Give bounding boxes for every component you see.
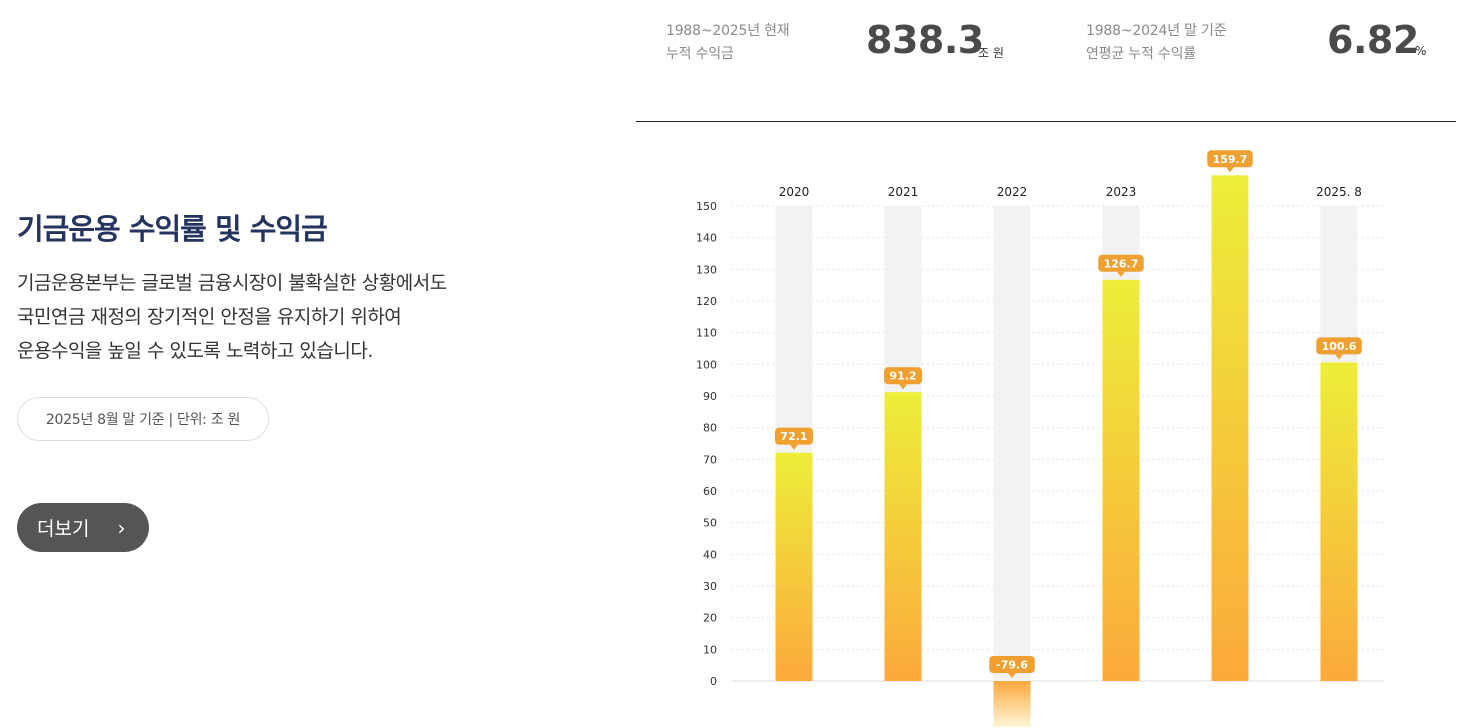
bar xyxy=(993,681,1031,727)
data-label: -79.6 xyxy=(996,659,1028,672)
bar-track xyxy=(993,206,1031,681)
description: 기금운용본부는 글로벌 금융시장이 불확실한 상황에서도 국민연금 재정의 장기… xyxy=(17,266,577,368)
y-tick-label: 100 xyxy=(696,358,717,371)
returns-bar-chart: 0 10 20 30 40 50 60 70 80 90 100 110 120 130 140 150 20… xyxy=(696,150,1384,727)
value-label-bg xyxy=(1098,254,1144,272)
description-line: 국민연금 재정의 장기적인 안정을 유지하기 위하여 xyxy=(17,306,402,328)
x-tick-label: 2021 xyxy=(888,185,919,199)
stat-unit: 조 원 xyxy=(978,46,1004,60)
x-tick-label: 2023 xyxy=(1106,185,1137,199)
y-tick-label: 120 xyxy=(696,295,717,308)
y-tick-label: 150 xyxy=(696,200,717,213)
value-label-pointer xyxy=(899,384,907,390)
value-label-pointer xyxy=(1117,271,1125,277)
data-label: 91.2 xyxy=(889,370,916,383)
stat-label-line: 1988~2024년 말 기준 xyxy=(1086,23,1227,39)
chevron-right-icon: › xyxy=(117,515,126,540)
stat-value: 6.82 xyxy=(1327,18,1419,62)
bar xyxy=(1320,362,1358,681)
value-label-pointer xyxy=(790,444,798,450)
x-tick-label: 2020 xyxy=(779,185,810,199)
bar xyxy=(775,452,813,681)
description-line: 운용수익을 높일 수 있도록 노력하고 있습니다. xyxy=(17,340,373,362)
stat-label: 1988~2024년 말 기준 연평균 누적 수익률 xyxy=(1086,20,1227,66)
value-label-bg xyxy=(1207,150,1253,168)
bar xyxy=(884,392,922,681)
y-tick-label: 40 xyxy=(703,548,717,561)
page-title: 기금운용 수익률 및 수익금 xyxy=(17,212,328,246)
value-label-pointer xyxy=(1008,673,1016,678)
stat-label-line: 누적 수익금 xyxy=(666,46,734,62)
divider xyxy=(636,121,1456,122)
x-tick-label: 2022 xyxy=(997,185,1028,199)
y-tick-label: 50 xyxy=(703,517,717,530)
stat-value: 838.3 xyxy=(866,18,984,62)
y-tick-label: 20 xyxy=(703,612,717,625)
data-label: 126.7 xyxy=(1104,257,1139,270)
y-tick-label: 140 xyxy=(696,232,717,245)
y-tick-label: 90 xyxy=(703,390,717,403)
data-label: 159.7 xyxy=(1213,153,1248,166)
value-label-bg xyxy=(884,367,922,385)
y-tick-label: 70 xyxy=(703,453,717,466)
value-label-pointer xyxy=(1226,167,1234,173)
description-line: 기금운용본부는 글로벌 금융시장이 불확실한 상황에서도 xyxy=(17,272,447,294)
stat-label-line: 연평균 누적 수익률 xyxy=(1086,46,1196,62)
basis-badge: 2025년 8월 말 기준 | 단위: 조 원 xyxy=(17,397,269,441)
more-button[interactable]: 더보기 › xyxy=(17,503,149,552)
stat-label: 1988~2025년 현재 누적 수익금 xyxy=(666,20,790,66)
y-tick-label: 0 xyxy=(710,675,717,688)
y-tick-label: 80 xyxy=(703,422,717,435)
value-label-bg xyxy=(775,427,813,445)
y-tick-label: 30 xyxy=(703,580,717,593)
stat-unit: % xyxy=(1415,44,1427,58)
data-label: 100.6 xyxy=(1322,340,1357,353)
bar xyxy=(1102,279,1140,681)
stat-label-line: 1988~2025년 현재 xyxy=(666,23,790,39)
bar xyxy=(1211,175,1249,681)
y-tick-label: 60 xyxy=(703,485,717,498)
intro-section: 기금운용 수익률 및 수익금 기금운용본부는 글로벌 금융시장이 불확실한 상황… xyxy=(17,206,577,368)
value-label-bg xyxy=(1316,337,1362,355)
y-tick-label: 110 xyxy=(696,327,717,340)
x-tick-label: 2025. 8 xyxy=(1316,185,1362,199)
value-label-bg xyxy=(989,656,1035,673)
data-label: 72.1 xyxy=(780,430,807,443)
y-tick-label: 130 xyxy=(696,263,717,276)
value-label-pointer xyxy=(1335,354,1343,360)
y-tick-label: 10 xyxy=(703,643,717,656)
more-button-label: 더보기 xyxy=(37,518,90,540)
